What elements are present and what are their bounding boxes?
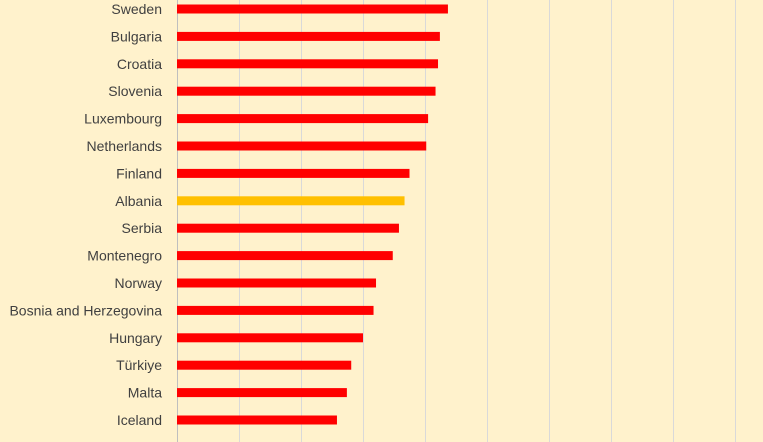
bars — [177, 4, 448, 425]
bar-albania — [177, 196, 405, 206]
bar-iceland — [177, 415, 337, 425]
category-labels: Sweden Bulgaria Croatia Slovenia Luxembourg N… — [9, 1, 162, 428]
bar-sweden — [177, 4, 448, 14]
bar-malta — [177, 388, 347, 398]
bar-norway — [177, 278, 377, 288]
bar-finland — [177, 168, 410, 178]
category-label: Croatia — [117, 56, 162, 72]
category-label: Finland — [116, 165, 162, 181]
category-label: Bulgaria — [111, 28, 163, 44]
category-label: Hungary — [109, 330, 162, 346]
category-label: Netherlands — [87, 138, 163, 154]
bar-slovenia — [177, 86, 436, 96]
bar-bosnia-and-herzegovina — [177, 305, 374, 315]
bar-luxembourg — [177, 114, 429, 124]
bar-t-rkiye — [177, 360, 352, 370]
bar-bulgaria — [177, 31, 440, 41]
bar-netherlands — [177, 141, 427, 151]
category-label: Bosnia and Herzegovina — [9, 302, 162, 318]
category-label: Slovenia — [108, 83, 162, 99]
category-label: Albania — [115, 193, 162, 209]
category-label: Iceland — [117, 412, 162, 428]
category-label: Montenegro — [87, 248, 162, 264]
category-label: Norway — [115, 275, 162, 291]
gridlines — [177, 0, 736, 442]
bar-serbia — [177, 223, 399, 233]
category-label: Serbia — [122, 220, 163, 236]
bar-montenegro — [177, 251, 393, 261]
category-label: Malta — [128, 385, 162, 401]
category-label: Sweden — [111, 1, 162, 17]
category-label: Türkiye — [116, 357, 162, 373]
category-label: Luxembourg — [84, 111, 162, 127]
bar-croatia — [177, 59, 439, 69]
bar-hungary — [177, 333, 363, 343]
